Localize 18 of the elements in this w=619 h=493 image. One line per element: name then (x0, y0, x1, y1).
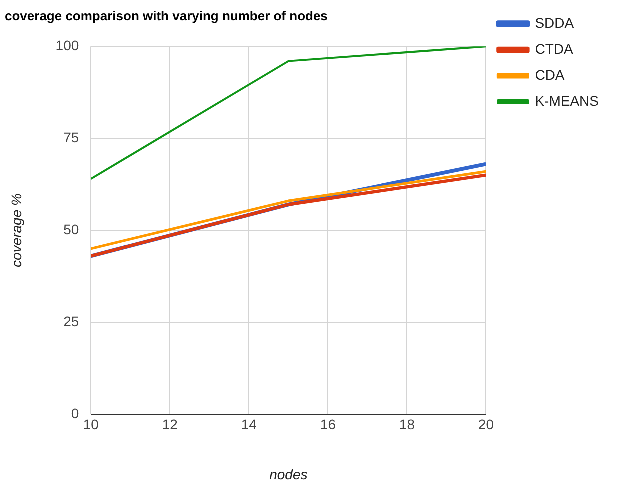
legend-label: CDA (535, 66, 566, 83)
y-axis-title: coverage % (8, 194, 24, 268)
x-tick-label: 16 (320, 416, 336, 433)
x-tick-label: 18 (399, 416, 416, 433)
y-tick-label: 25 (64, 313, 80, 330)
legend-label: SDDA (535, 14, 575, 31)
x-axis-title: nodes (270, 466, 308, 482)
legend-label: K-MEANS (535, 92, 600, 109)
y-tick-label: 75 (64, 129, 80, 146)
x-tick-label: 20 (478, 416, 494, 433)
y-tick-label: 100 (56, 37, 80, 54)
x-tick-label: 12 (162, 416, 178, 433)
y-tick-label: 0 (71, 405, 80, 422)
chart-title: coverage comparison with varying number of nodes (5, 8, 328, 24)
y-tick-label: 50 (64, 221, 80, 238)
x-tick-label: 10 (83, 416, 100, 433)
x-tick-label: 14 (241, 416, 258, 433)
legend-label: CTDA (535, 40, 574, 57)
